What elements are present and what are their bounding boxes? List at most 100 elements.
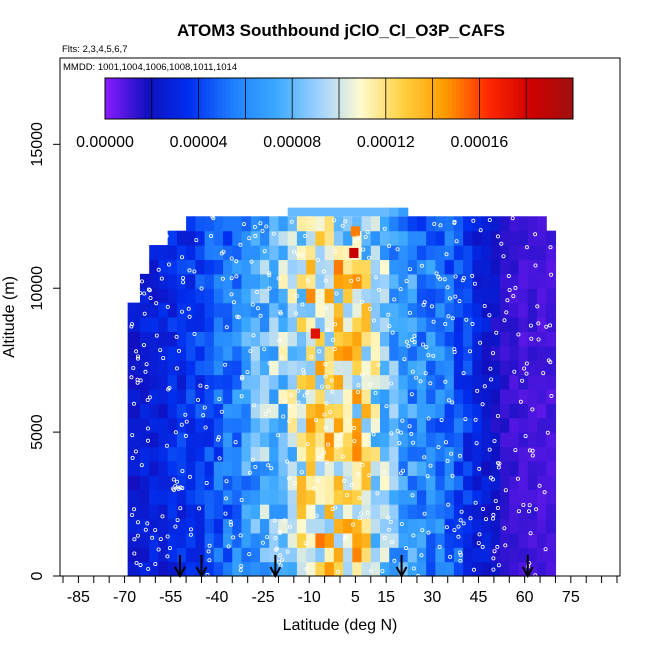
- colorbar-segment: [315, 78, 320, 119]
- heatmap-cell: [389, 360, 400, 376]
- heatmap-cell: [241, 403, 252, 419]
- data-point: [245, 370, 250, 375]
- x-tick-label: -40: [205, 589, 228, 606]
- heatmap-cell: [370, 302, 381, 318]
- heatmap-cell: [490, 360, 501, 376]
- colorbar-segment: [530, 78, 535, 119]
- data-point: [453, 274, 458, 279]
- heatmap-cell: [546, 360, 557, 376]
- data-point: [442, 277, 447, 282]
- heatmap-cell: [139, 331, 150, 347]
- data-point: [400, 468, 405, 473]
- heatmap-cell: [250, 374, 261, 390]
- data-point: [497, 461, 502, 466]
- heatmap-cell: [490, 518, 501, 534]
- colorbar-segment: [202, 78, 207, 119]
- heatmap-cell: [259, 504, 270, 520]
- heatmap-cell: [324, 360, 335, 376]
- heatmap-cell: [426, 388, 437, 404]
- heatmap-cell: [361, 216, 372, 232]
- heatmap-cell: [352, 288, 363, 304]
- heatmap-cell: [546, 518, 557, 534]
- heatmap-cell: [453, 345, 464, 361]
- data-point: [206, 549, 211, 554]
- heatmap-cell: [278, 317, 289, 332]
- heatmap-cell: [315, 504, 326, 520]
- y-tick-label: 10000: [29, 266, 46, 311]
- heatmap-cell: [527, 388, 538, 404]
- data-point: [229, 276, 234, 281]
- heatmap-cell: [241, 245, 252, 261]
- heatmap-cell: [324, 345, 335, 361]
- heatmap-cell: [509, 245, 520, 261]
- data-point: [437, 544, 442, 549]
- heatmap-cell: [213, 360, 224, 376]
- heatmap-cell: [186, 388, 196, 404]
- heatmap-cell: [186, 360, 196, 376]
- heatmap-cell: [472, 288, 483, 304]
- heatmap-cell: [223, 417, 233, 433]
- heatmap-cell: [481, 302, 492, 318]
- data-point: [133, 449, 138, 454]
- heatmap-cell: [167, 388, 178, 404]
- heatmap-cell: [269, 388, 280, 404]
- y-axis-label: Altitude (m): [1, 276, 18, 358]
- data-point: [203, 425, 208, 430]
- heatmap-cell: [296, 432, 307, 448]
- data-point: [188, 527, 193, 532]
- data-point: [398, 287, 403, 292]
- heatmap-cell: [139, 504, 150, 520]
- data-point: [323, 278, 328, 283]
- heatmap-cell: [241, 374, 252, 390]
- heatmap-cell: [472, 245, 483, 261]
- data-point: [432, 221, 437, 226]
- heatmap-cell: [296, 518, 307, 534]
- heatmap-cell: [306, 288, 316, 304]
- data-point: [352, 238, 357, 243]
- heatmap-cell: [463, 432, 473, 448]
- heatmap-cell: [546, 547, 557, 563]
- heatmap-cell: [389, 216, 400, 232]
- data-point: [530, 448, 535, 453]
- heatmap-cell: [333, 446, 344, 462]
- data-point: [231, 535, 236, 540]
- heatmap-cell: [127, 432, 141, 448]
- data-point: [164, 443, 169, 448]
- heatmap-cell: [536, 360, 547, 376]
- data-point: [247, 552, 252, 557]
- heatmap-cell: [389, 245, 400, 261]
- heatmap-cell: [463, 489, 473, 505]
- heatmap-cell: [287, 532, 298, 548]
- heatmap-cell: [527, 288, 538, 304]
- heatmap-cell: [287, 317, 298, 332]
- data-point: [506, 273, 511, 278]
- colorbar-segment: [128, 78, 133, 119]
- heatmap-cell: [139, 288, 150, 304]
- heatmap-cell: [352, 302, 363, 318]
- data-point: [529, 336, 534, 341]
- data-point: [428, 463, 433, 468]
- heatmap-cell: [536, 216, 547, 232]
- colorbar-segment: [385, 78, 391, 119]
- colorbar-segment: [186, 78, 192, 119]
- heatmap-cell: [204, 374, 215, 390]
- heatmap-cell: [500, 518, 510, 534]
- colorbar-segment: [526, 78, 531, 119]
- heatmap-cell: [278, 446, 289, 462]
- data-point: [238, 242, 243, 247]
- data-point: [491, 567, 496, 572]
- data-point: [229, 522, 234, 527]
- heatmap-cell: [324, 388, 335, 404]
- data-point: [262, 249, 267, 254]
- heatmap-cell: [361, 331, 372, 347]
- heatmap-cell: [352, 345, 363, 361]
- colorbar-segment: [428, 78, 434, 119]
- data-point: [359, 299, 364, 304]
- heatmap-cell: [389, 230, 400, 246]
- data-point: [360, 462, 365, 467]
- heatmap-cell: [527, 489, 538, 505]
- data-point: [179, 309, 184, 314]
- heatmap-cell: [361, 561, 372, 577]
- heatmap-cell: [278, 302, 289, 318]
- heatmap-cell: [481, 331, 492, 347]
